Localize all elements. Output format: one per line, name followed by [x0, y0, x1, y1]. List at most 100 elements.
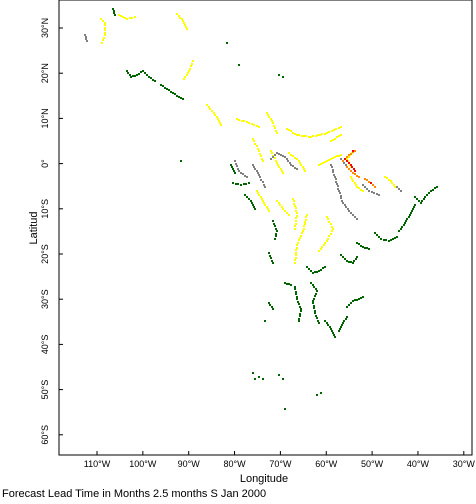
yellow-cell — [300, 235, 302, 237]
yellow-cell — [298, 160, 300, 162]
green-cell — [142, 70, 144, 72]
green-cell — [274, 225, 276, 227]
yellow-cell — [327, 238, 329, 240]
yellow-cell — [182, 20, 184, 22]
green-cell — [226, 42, 228, 44]
yellow-cell — [209, 108, 211, 110]
gray-cell — [238, 170, 240, 172]
red-cell — [370, 182, 372, 184]
green-cell — [394, 237, 396, 239]
green-cell — [332, 332, 334, 334]
gray-cell — [276, 152, 278, 154]
yellow-cell — [263, 202, 265, 204]
yellow-cell — [288, 152, 290, 154]
yellow-cell — [292, 132, 294, 134]
yellow-cell — [338, 127, 340, 129]
gray-cell — [242, 173, 244, 175]
yellow-cell — [264, 204, 266, 206]
green-cell — [396, 236, 398, 238]
lat-tick-label: 30°S — [40, 289, 50, 309]
green-cell — [330, 328, 332, 330]
yellow-cell — [191, 63, 193, 65]
yellow-cell — [350, 176, 352, 178]
yellow-cell — [122, 16, 124, 18]
yellow-cell — [332, 228, 334, 230]
gray-cell — [348, 210, 350, 212]
yellow-cell — [181, 18, 183, 20]
green-cell — [114, 14, 116, 16]
yellow-cell — [104, 27, 106, 29]
yellow-cell — [288, 129, 290, 131]
green-cell — [240, 184, 242, 186]
yellow-cell — [297, 242, 299, 244]
yellow-cell — [304, 221, 306, 223]
yellow-cell — [217, 118, 219, 120]
gray-cell — [352, 214, 354, 216]
green-cell — [248, 182, 250, 184]
green-cell — [258, 376, 260, 378]
green-cell — [264, 320, 266, 322]
gray-cell — [287, 160, 289, 162]
green-cell — [296, 296, 298, 298]
yellow-cell — [318, 164, 320, 166]
green-cell — [132, 75, 134, 77]
lon-tick-label: 70°W — [269, 459, 292, 469]
yellow-cell — [176, 13, 178, 15]
yellow-cell — [335, 128, 337, 130]
orange-cell — [352, 172, 354, 174]
yellow-cell — [271, 152, 273, 154]
yellow-cell — [100, 18, 102, 20]
yellow-cell — [302, 230, 304, 232]
green-cell — [269, 304, 271, 306]
yellow-cell — [102, 39, 104, 41]
yellow-cell — [338, 135, 340, 137]
green-cell — [268, 302, 270, 304]
yellow-cell — [318, 250, 320, 252]
green-cell — [140, 71, 142, 73]
green-cell — [317, 320, 319, 322]
green-cell — [178, 96, 180, 98]
yellow-cell — [281, 170, 283, 172]
yellow-cell — [253, 124, 255, 126]
yellow-cell — [184, 76, 186, 78]
yellow-cell — [290, 154, 292, 156]
longitude-ticks: 110°W 100°W 90°W 80°W 70°W 60°W 50°W 40°W 30°W — [84, 451, 475, 469]
green-cell — [232, 168, 234, 170]
green-cell — [380, 238, 382, 240]
gray-cell — [344, 204, 346, 206]
orange-cell — [366, 179, 368, 181]
yellow-cell — [206, 104, 208, 106]
green-cell — [356, 256, 358, 258]
yellow-cell — [295, 257, 297, 259]
gray-cell — [252, 164, 254, 166]
green-cell — [127, 72, 129, 74]
yellow-cell — [294, 225, 296, 227]
green-cell — [232, 182, 234, 184]
yellow-cell — [104, 29, 106, 31]
green-cell — [300, 308, 302, 310]
green-cell — [278, 374, 280, 376]
green-cell — [274, 238, 276, 240]
yellow-cell — [277, 164, 279, 166]
yellow-cell — [351, 178, 353, 180]
green-cell — [297, 301, 299, 303]
yellow-cell — [305, 216, 307, 218]
yellow-cell — [271, 120, 273, 122]
green-cell — [398, 230, 400, 232]
green-cell — [316, 271, 318, 273]
yellow-cell — [294, 157, 296, 159]
green-cell — [428, 192, 430, 194]
gray-cell — [347, 208, 349, 210]
yellow-cell — [332, 139, 334, 141]
yellow-cell — [179, 17, 181, 19]
yellow-cell — [296, 215, 298, 217]
yellow-cell — [294, 133, 296, 135]
yellow-cell — [275, 130, 277, 132]
gray-cell — [340, 158, 342, 160]
green-cell — [401, 226, 403, 228]
green-cell — [314, 271, 316, 273]
yellow-cell — [246, 121, 248, 123]
yellow-cell — [298, 134, 300, 136]
yellow-cell — [294, 262, 296, 264]
green-cell — [346, 306, 348, 308]
